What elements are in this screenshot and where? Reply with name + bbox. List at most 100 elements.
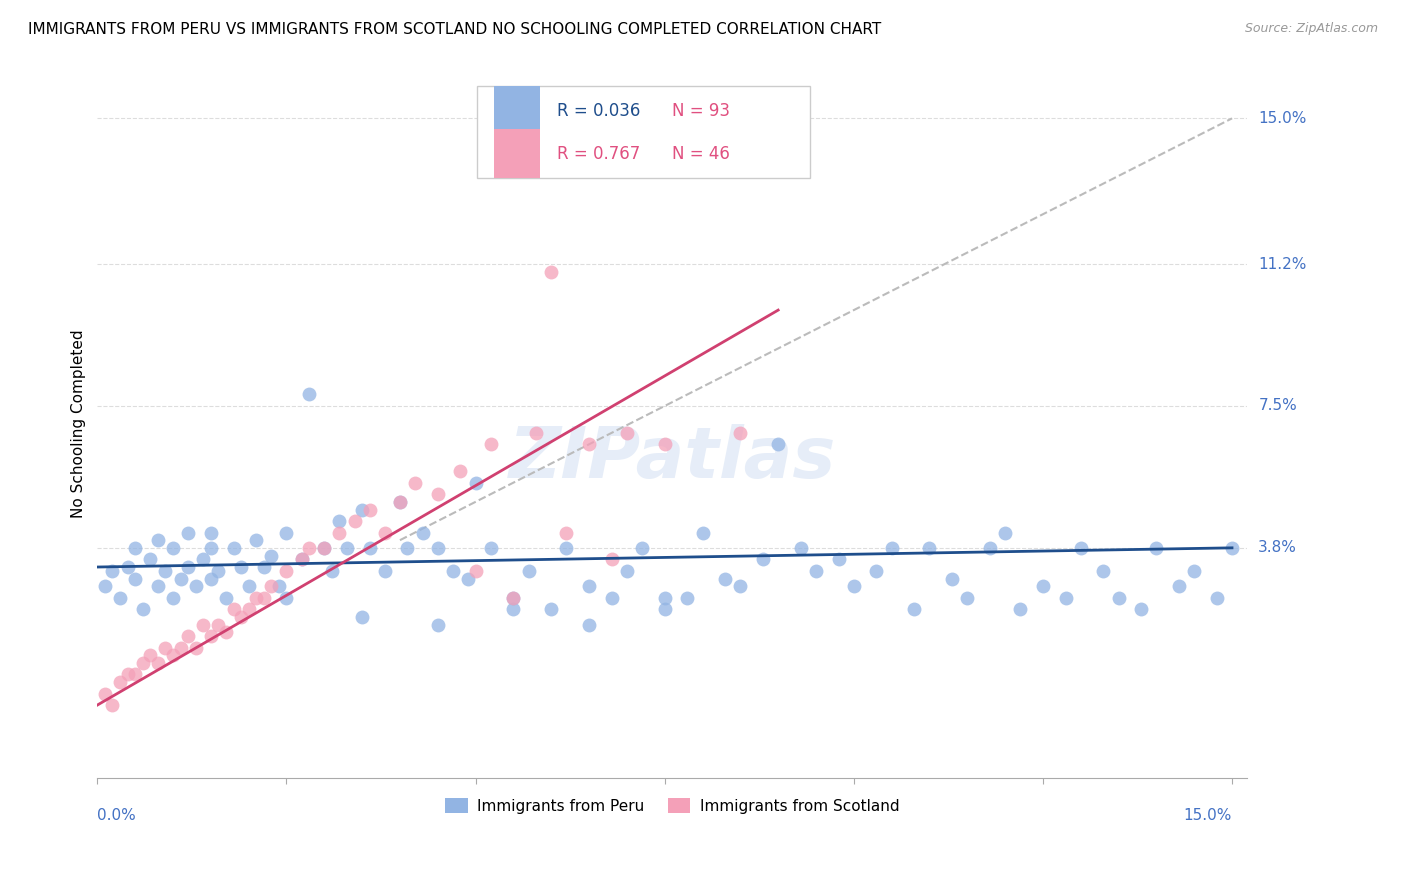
Point xyxy=(321,564,343,578)
Text: N = 46: N = 46 xyxy=(672,145,730,162)
Text: 11.2%: 11.2% xyxy=(1258,257,1306,271)
Point xyxy=(155,640,177,655)
Point xyxy=(540,265,562,279)
Text: N = 93: N = 93 xyxy=(672,102,730,120)
Text: R = 0.036: R = 0.036 xyxy=(557,102,641,120)
Point xyxy=(479,541,502,555)
Point xyxy=(177,525,200,540)
Point xyxy=(654,591,676,605)
Point xyxy=(1130,602,1153,616)
Y-axis label: No Schooling Completed: No Schooling Completed xyxy=(72,329,86,517)
Point xyxy=(215,625,238,640)
Point xyxy=(276,564,298,578)
Point xyxy=(328,525,350,540)
Point xyxy=(200,629,222,643)
Point xyxy=(1092,564,1115,578)
Point xyxy=(229,610,252,624)
Point xyxy=(956,591,979,605)
Point xyxy=(162,541,184,555)
Point xyxy=(117,667,139,681)
Point xyxy=(169,640,191,655)
Point xyxy=(162,648,184,663)
Point xyxy=(139,648,162,663)
Point xyxy=(207,564,229,578)
Point xyxy=(426,541,449,555)
Point xyxy=(600,591,623,605)
Point xyxy=(426,487,449,501)
Point xyxy=(654,437,676,451)
Point xyxy=(245,533,267,548)
Point xyxy=(238,579,260,593)
Point xyxy=(132,656,155,670)
Point xyxy=(524,425,547,440)
Point xyxy=(540,602,562,616)
Point xyxy=(464,564,486,578)
Point xyxy=(616,425,638,440)
Point xyxy=(177,629,200,643)
Text: Source: ZipAtlas.com: Source: ZipAtlas.com xyxy=(1244,22,1378,36)
Point xyxy=(101,564,124,578)
FancyBboxPatch shape xyxy=(477,87,810,178)
Point xyxy=(412,525,434,540)
Point xyxy=(117,560,139,574)
Point xyxy=(616,564,638,578)
FancyBboxPatch shape xyxy=(494,87,540,136)
Text: ZIPatlas: ZIPatlas xyxy=(509,425,837,493)
Point xyxy=(132,602,155,616)
Point xyxy=(200,525,222,540)
Point xyxy=(555,541,578,555)
Point xyxy=(229,560,252,574)
Point xyxy=(1144,541,1167,555)
Point xyxy=(352,502,374,516)
Point xyxy=(388,495,411,509)
Point xyxy=(146,656,169,670)
Point xyxy=(146,579,169,593)
Point xyxy=(827,552,849,566)
Text: 7.5%: 7.5% xyxy=(1258,399,1296,414)
Point xyxy=(359,502,381,516)
Text: 15.0%: 15.0% xyxy=(1184,808,1232,823)
Point xyxy=(222,602,245,616)
Point xyxy=(865,564,887,578)
Point xyxy=(200,572,222,586)
Point xyxy=(449,464,471,478)
Point xyxy=(464,475,486,490)
Legend: Immigrants from Peru, Immigrants from Scotland: Immigrants from Peru, Immigrants from Sc… xyxy=(439,792,905,820)
Point xyxy=(94,687,117,701)
Text: 3.8%: 3.8% xyxy=(1258,541,1298,556)
Point xyxy=(193,552,215,566)
FancyBboxPatch shape xyxy=(494,128,540,178)
Point xyxy=(766,437,789,451)
Point xyxy=(155,564,177,578)
Point xyxy=(169,572,191,586)
Point xyxy=(146,533,169,548)
Point xyxy=(124,667,146,681)
Point xyxy=(388,495,411,509)
Point xyxy=(880,541,903,555)
Point xyxy=(207,617,229,632)
Point xyxy=(162,591,184,605)
Point xyxy=(1168,579,1191,593)
Point xyxy=(692,525,714,540)
Point xyxy=(457,572,479,586)
Point xyxy=(260,549,283,563)
Point xyxy=(94,579,117,593)
Point xyxy=(631,541,654,555)
Point xyxy=(124,572,146,586)
Point xyxy=(903,602,925,616)
Point xyxy=(1108,591,1130,605)
Point xyxy=(124,541,146,555)
Point xyxy=(555,525,578,540)
Point xyxy=(842,579,865,593)
Point xyxy=(1070,541,1092,555)
Point xyxy=(941,572,963,586)
Point xyxy=(752,552,775,566)
Point xyxy=(979,541,1001,555)
Point xyxy=(336,541,359,555)
Point xyxy=(790,541,813,555)
Point xyxy=(374,564,396,578)
Point xyxy=(108,591,131,605)
Point xyxy=(260,579,283,593)
Point xyxy=(193,617,215,632)
Point xyxy=(276,525,298,540)
